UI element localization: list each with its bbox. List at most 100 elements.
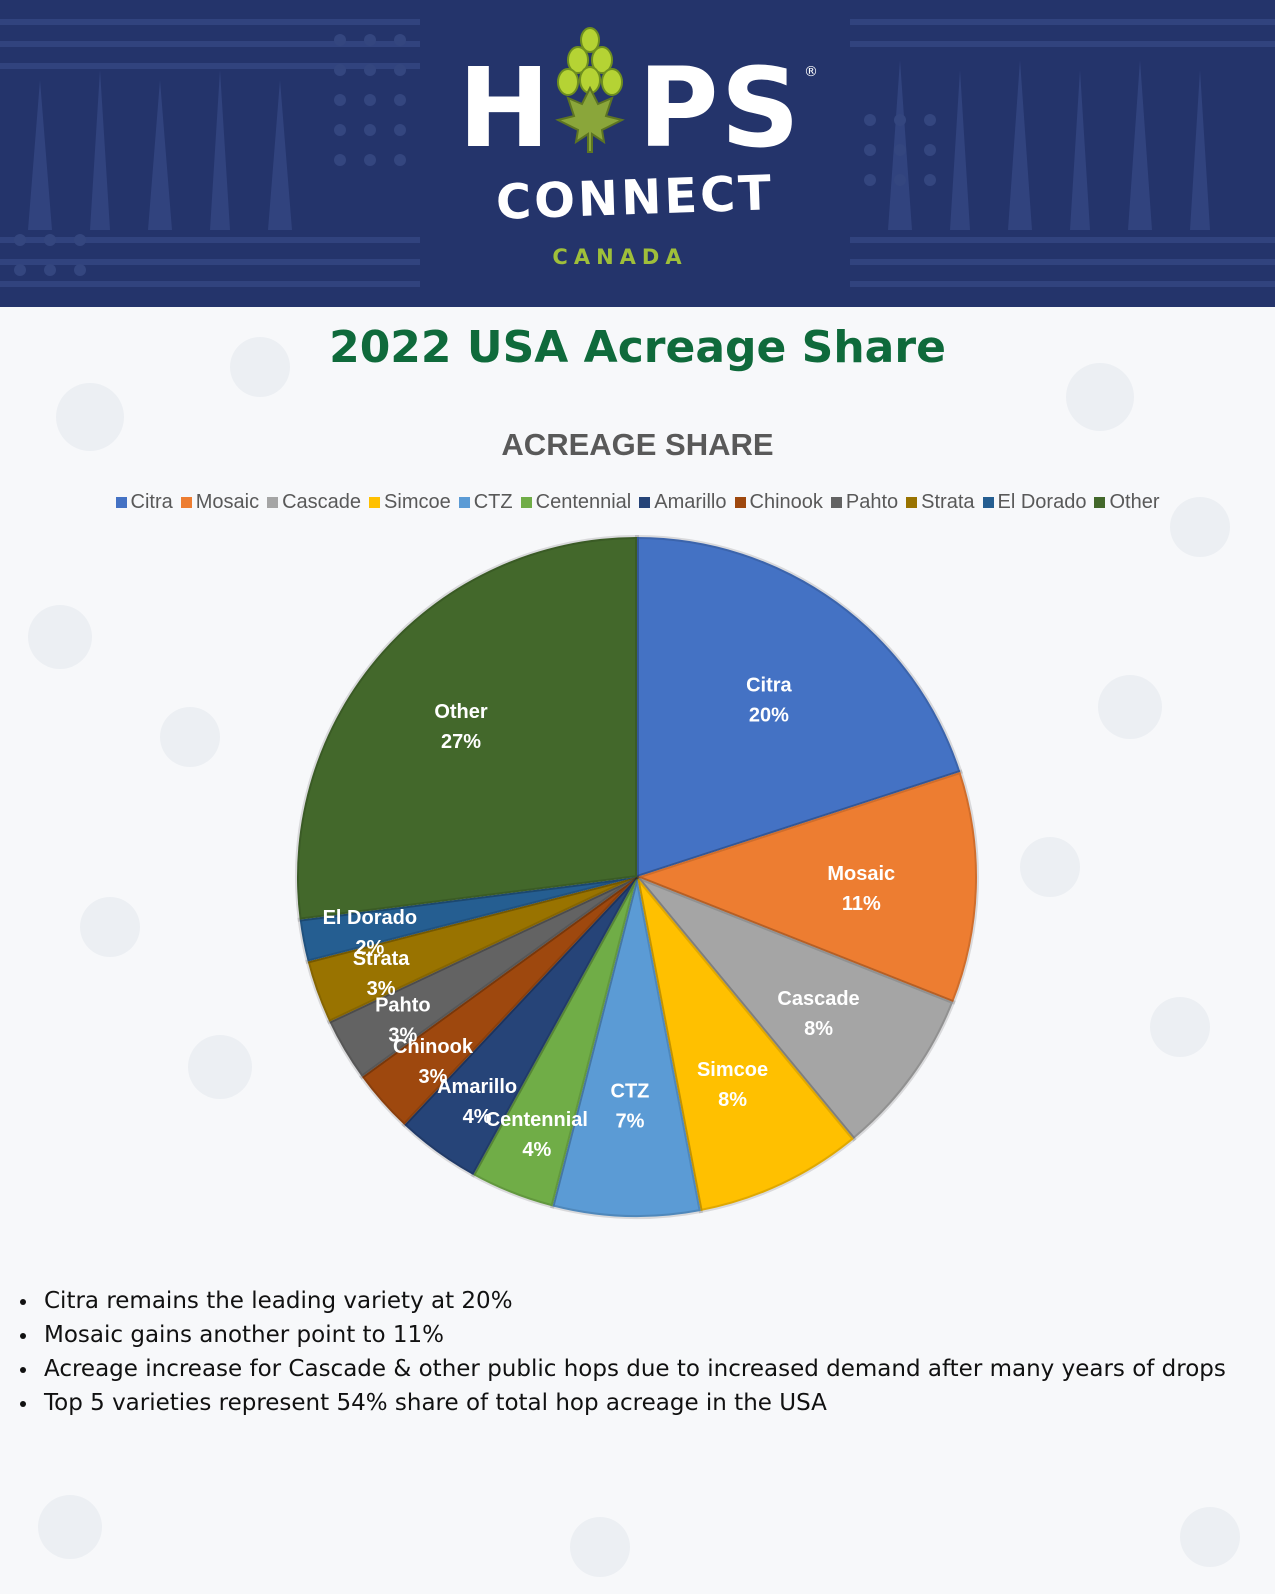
chart-title: ACREAGE SHARE: [501, 427, 774, 462]
data-label-value: 3%: [419, 1066, 448, 1088]
legend-swatch: [734, 496, 746, 508]
data-label-name: Mosaic: [827, 863, 895, 885]
legend-item-amarillo: Amarillo: [639, 490, 727, 514]
data-label-value: 4%: [463, 1106, 492, 1128]
legend-item-citra: Citra: [115, 490, 173, 514]
data-label-name: Pahto: [375, 994, 431, 1016]
note-item: Citra remains the leading variety at 20%: [18, 1284, 1258, 1318]
data-label-value: 11%: [842, 893, 881, 915]
bullet-icon: [20, 1299, 26, 1305]
note-item: Acreage increase for Cascade & other pub…: [18, 1352, 1258, 1386]
data-label-simcoe: Simcoe 8%: [697, 1059, 768, 1111]
data-label-other: Other 27%: [434, 701, 488, 753]
legend-swatch: [458, 496, 470, 508]
data-label-mosaic: Mosaic 11%: [827, 863, 895, 915]
legend-swatch: [982, 496, 994, 508]
registered-mark: ®: [804, 64, 818, 80]
data-label-name: Chinook: [393, 1036, 474, 1058]
pie-slice-citra: [635, 534, 963, 880]
data-label-name: Amarillo: [437, 1076, 517, 1098]
data-label-value: 2%: [355, 937, 384, 959]
legend-label: Chinook: [749, 490, 823, 513]
pie-slice-centennial: [470, 876, 639, 1209]
note-item: Top 5 varieties represent 54% share of t…: [18, 1386, 1258, 1420]
data-label-citra: Citra 20%: [746, 674, 792, 726]
legend-item-mosaic: Mosaic: [180, 491, 259, 514]
legend-item-pahto: Pahto: [830, 490, 899, 514]
header-banner: H PS ® CONNECT CANADA: [0, 0, 1275, 307]
note-text: Citra remains the leading variety at 20%: [44, 1288, 513, 1314]
legend-swatch: [1094, 496, 1106, 508]
data-label-name: El Dorado: [323, 907, 417, 929]
data-label-name: Cascade: [777, 988, 859, 1010]
logo-letters-ps: PS: [638, 44, 802, 172]
pie-slice-pahto: [326, 875, 639, 1080]
data-label-centennial: Centennial 4%: [486, 1109, 588, 1161]
data-label-value: 8%: [718, 1089, 747, 1111]
data-label-strata: Strata 3%: [353, 948, 411, 1000]
legend-label: Amarillo: [654, 490, 727, 513]
pie-slice-cascade: [635, 875, 956, 1142]
bullet-icon: [20, 1401, 26, 1407]
data-label-value: 20%: [749, 704, 789, 726]
legend-label: Centennial: [535, 490, 632, 513]
data-label-value: 3%: [367, 978, 396, 1000]
legend-item-ctz: CTZ: [458, 490, 513, 514]
legend-item-cascade: Cascade: [267, 491, 361, 514]
pie-slice-el-dorado: [297, 875, 638, 964]
legend-swatch: [369, 496, 381, 508]
data-label-value: 8%: [804, 1018, 833, 1040]
legend-label: Strata: [921, 490, 975, 513]
legend-label: Citra: [130, 490, 173, 513]
hops-connect-logo: H PS ® CONNECT CANADA: [420, 20, 850, 300]
notes-list: Citra remains the leading variety at 20%…: [18, 1284, 1258, 1420]
data-label-name: Strata: [353, 948, 411, 970]
data-label-pahto: Pahto 3%: [375, 994, 431, 1046]
data-label-ctz: CTZ 7%: [611, 1080, 650, 1132]
pie-slice-strata: [305, 875, 638, 1025]
pie-slice-mosaic: [631, 769, 979, 1005]
legend-item-el-dorado: El Dorado: [982, 491, 1086, 514]
data-label-el-dorado: El Dorado 2%: [323, 907, 417, 959]
data-label-value: 3%: [388, 1024, 417, 1046]
legend-item-other: Other: [1094, 491, 1159, 514]
pie-chart: Citra20%Mosaic11%Cascade8%Simcoe8%CTZ7%C…: [295, 534, 979, 1219]
data-label-name: Centennial: [486, 1109, 588, 1131]
legend-item-strata: Strata: [906, 490, 975, 514]
legend-swatch: [639, 496, 651, 508]
bullet-icon: [20, 1367, 26, 1373]
data-label-name: Citra: [746, 674, 792, 696]
note-item: Mosaic gains another point to 11%: [18, 1318, 1258, 1352]
data-label-value: 4%: [522, 1139, 551, 1161]
pie-slice-ctz: [550, 876, 704, 1219]
data-label-value: 27%: [441, 731, 481, 753]
pie-slice-other: [295, 534, 639, 922]
note-text: Mosaic gains another point to 11%: [44, 1322, 445, 1348]
legend-swatch: [115, 496, 127, 508]
hop-cone-icon: [555, 27, 625, 153]
logo-letter-h: H: [458, 44, 553, 172]
pie-slice-chinook: [359, 875, 639, 1128]
legend-swatch: [180, 496, 192, 508]
legend-label: CTZ: [473, 490, 513, 513]
chart-legend: Citra Mosaic Cascade Simcoe CTZ Centennial Ama…: [0, 490, 1275, 514]
legend-item-simcoe: Simcoe: [369, 491, 451, 514]
legend-label: Pahto: [845, 490, 899, 513]
data-label-chinook: Chinook 3%: [393, 1036, 474, 1088]
legend-label: Other: [1109, 490, 1160, 513]
data-label-name: Other: [434, 701, 488, 723]
legend-label: Cascade: [282, 490, 362, 513]
banner-pattern: [0, 19, 1275, 287]
note-text: Top 5 varieties represent 54% share of t…: [44, 1390, 827, 1416]
legend-label: Simcoe: [384, 490, 451, 513]
legend-swatch: [906, 496, 918, 508]
page-title: 2022 USA Acreage Share: [329, 322, 946, 373]
data-label-name: CTZ: [611, 1080, 650, 1102]
pie-slice-amarillo: [401, 875, 639, 1178]
legend-swatch: [267, 496, 279, 508]
note-text: Acreage increase for Cascade & other pub…: [44, 1356, 1226, 1382]
data-label-cascade: Cascade 8%: [777, 988, 859, 1040]
data-label-value: 7%: [615, 1110, 644, 1132]
logo-canada-text: CANADA: [552, 245, 688, 269]
bullet-icon: [20, 1333, 26, 1339]
